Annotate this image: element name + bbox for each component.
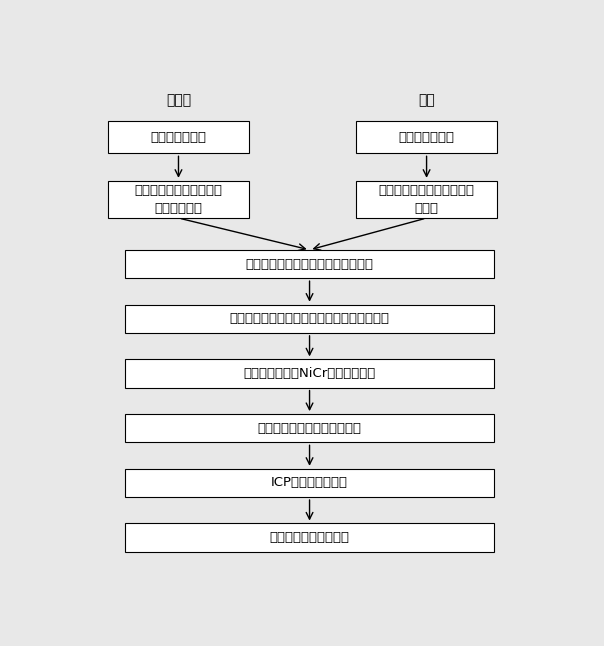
Text: 掺镁铌酸锂晶体: 掺镁铌酸锂晶体 <box>399 130 455 143</box>
Text: 匀胶法在衬底层的一面涂上
光学胶: 匀胶法在衬底层的一面涂上 光学胶 <box>379 184 475 215</box>
Text: ICP刻蚀出脊形结构: ICP刻蚀出脊形结构 <box>271 476 348 490</box>
Text: 衬底: 衬底 <box>418 93 435 107</box>
Bar <box>124 414 495 443</box>
Text: 波导层表面沉积NiCr合金的金属膜: 波导层表面沉积NiCr合金的金属膜 <box>243 367 376 380</box>
Text: 光刻将波导形状转移到晶圆上: 光刻将波导形状转移到晶圆上 <box>257 422 362 435</box>
Bar <box>108 181 249 218</box>
Text: 碾磨抛光，使波导层减薄至所设计的波导高度: 碾磨抛光，使波导层减薄至所设计的波导高度 <box>230 312 390 326</box>
Bar <box>124 469 495 497</box>
Bar <box>356 181 496 218</box>
Text: 外加电场极化法得到周期
极化的波导层: 外加电场极化法得到周期 极化的波导层 <box>135 184 222 215</box>
Bar <box>124 305 495 333</box>
Bar <box>108 121 249 153</box>
Text: 用键合机将波导层与衬底粘合至一起: 用键合机将波导层与衬底粘合至一起 <box>246 258 373 271</box>
Bar <box>124 523 495 552</box>
Text: 掺锌铌酸锂晶体: 掺锌铌酸锂晶体 <box>150 130 207 143</box>
Bar <box>124 250 495 278</box>
Bar <box>124 359 495 388</box>
Bar <box>356 121 496 153</box>
Text: 去除光刻胶和金属掩模: 去除光刻胶和金属掩模 <box>269 531 350 544</box>
Text: 波导层: 波导层 <box>166 93 191 107</box>
